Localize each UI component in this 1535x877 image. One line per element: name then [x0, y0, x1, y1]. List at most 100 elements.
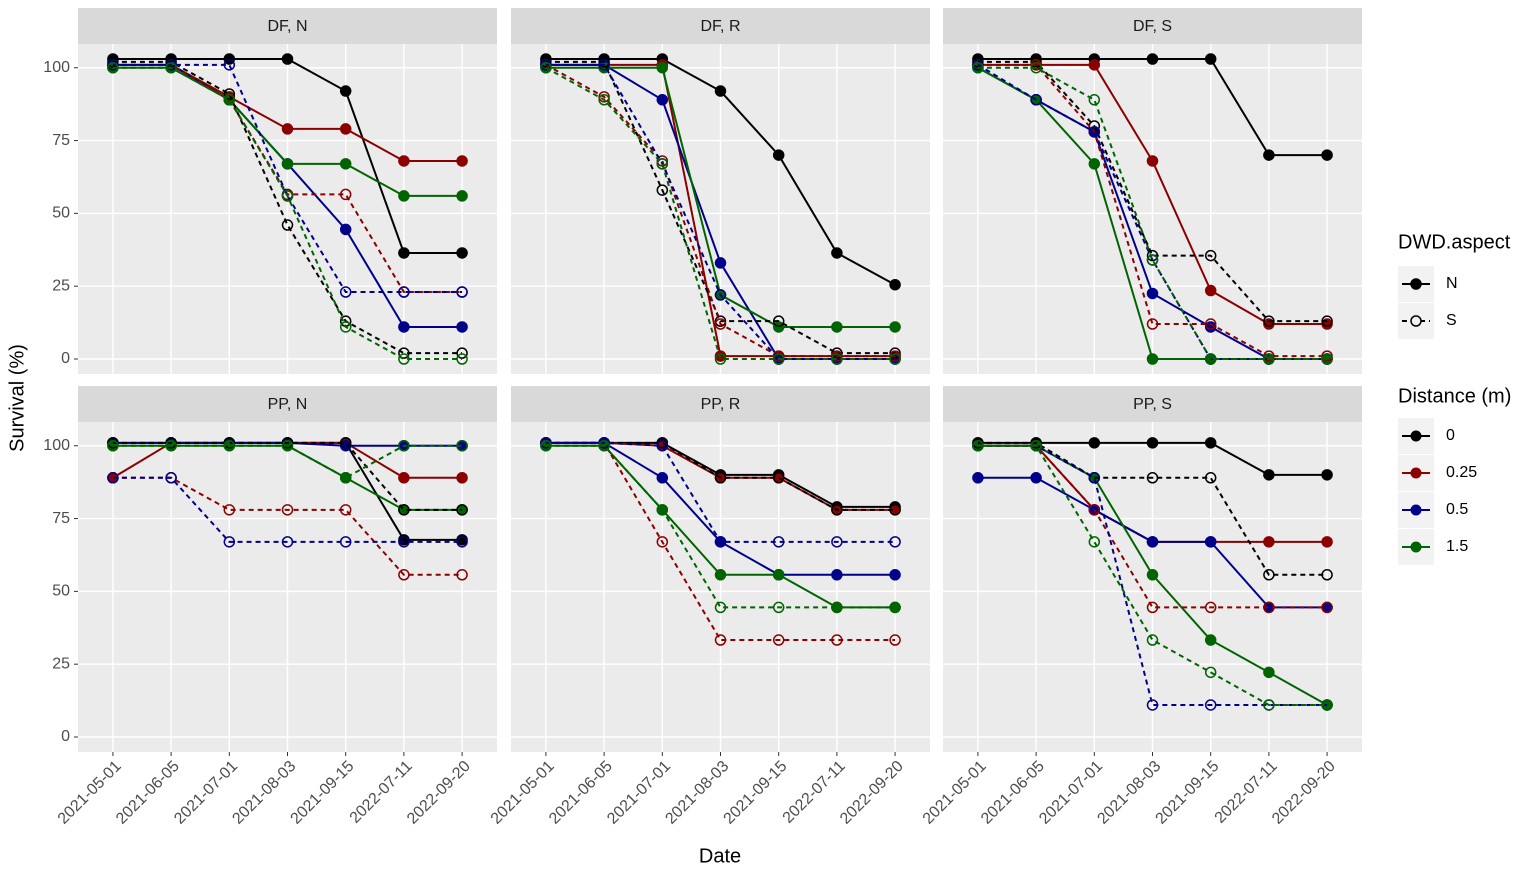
point: [281, 536, 294, 548]
point: [339, 188, 352, 201]
point: [223, 88, 236, 100]
point: [972, 59, 984, 71]
legend-point: [1410, 315, 1422, 327]
point: [398, 321, 410, 333]
point: [398, 504, 410, 516]
point: [398, 347, 410, 359]
point: [772, 321, 785, 333]
strip: [78, 8, 497, 44]
point: [772, 536, 785, 548]
series-line: [112, 444, 463, 479]
point: [165, 439, 177, 452]
point: [339, 536, 352, 548]
point: [1146, 353, 1159, 365]
point: [889, 634, 901, 646]
series-line: [977, 63, 1328, 360]
point: [339, 437, 352, 449]
point: [1204, 53, 1217, 65]
point: [223, 437, 236, 449]
point: [656, 437, 669, 449]
series-line: [545, 66, 896, 360]
point: [1146, 699, 1159, 711]
point: [1321, 569, 1333, 581]
legend-title: DWD.aspect: [1398, 231, 1511, 253]
series-line: [545, 444, 896, 609]
point: [339, 223, 352, 236]
point: [889, 350, 901, 362]
point: [165, 61, 177, 74]
point: [165, 437, 177, 449]
series-line: [112, 63, 463, 294]
point: [1204, 353, 1217, 365]
point: [540, 439, 552, 452]
point: [1146, 249, 1159, 262]
point: [281, 219, 294, 231]
y-axis-title: Survival (%): [6, 344, 28, 452]
point: [656, 536, 669, 548]
point: [1263, 350, 1275, 362]
legend-point: [1410, 278, 1422, 290]
point: [456, 569, 468, 581]
point: [714, 289, 727, 301]
y-tick-label: 75: [52, 132, 70, 149]
point: [456, 353, 468, 365]
point: [772, 634, 785, 646]
series-line: [977, 66, 1328, 360]
point: [972, 472, 984, 484]
point: [540, 437, 552, 449]
point: [456, 472, 468, 484]
point: [1146, 155, 1159, 167]
point: [398, 472, 410, 484]
point: [540, 56, 552, 68]
point: [714, 353, 727, 365]
point: [456, 504, 468, 516]
point: [1030, 439, 1042, 452]
point: [772, 569, 785, 581]
point: [1263, 149, 1275, 161]
legend-point: [1410, 504, 1422, 516]
point: [456, 247, 468, 259]
y-tick-label: 100: [43, 59, 70, 76]
point: [1263, 699, 1275, 711]
point: [1146, 254, 1159, 266]
point: [107, 472, 119, 484]
point: [398, 439, 410, 452]
point: [1204, 318, 1217, 330]
point: [1263, 666, 1275, 679]
point: [831, 350, 843, 362]
point: [1146, 601, 1159, 614]
y-tick-label: 25: [52, 277, 70, 294]
point: [714, 634, 727, 646]
point: [1204, 699, 1217, 711]
strip-label: DF, R: [701, 18, 741, 35]
strip: [78, 386, 497, 422]
point: [456, 190, 468, 202]
point: [889, 536, 901, 548]
point: [1088, 94, 1101, 106]
point: [1321, 353, 1333, 365]
point: [889, 569, 901, 581]
strip-label: PP, S: [1133, 396, 1172, 413]
point: [714, 601, 727, 614]
point: [831, 601, 843, 614]
point: [772, 601, 785, 614]
point: [598, 94, 610, 106]
strip-label: PP, N: [268, 396, 308, 413]
point: [339, 504, 352, 516]
x-tick-label: 2022-09-20: [837, 758, 907, 828]
series-line: [977, 444, 1328, 706]
point: [165, 472, 177, 484]
point: [456, 286, 468, 298]
point: [1263, 469, 1275, 481]
point: [223, 59, 236, 71]
point: [598, 91, 610, 103]
point: [339, 85, 352, 97]
point: [339, 439, 352, 452]
point: [1321, 149, 1333, 161]
legend-label: N: [1446, 275, 1458, 292]
point: [456, 536, 468, 548]
legend-point: [1410, 541, 1422, 553]
series-line: [112, 476, 463, 543]
point: [1088, 536, 1101, 548]
